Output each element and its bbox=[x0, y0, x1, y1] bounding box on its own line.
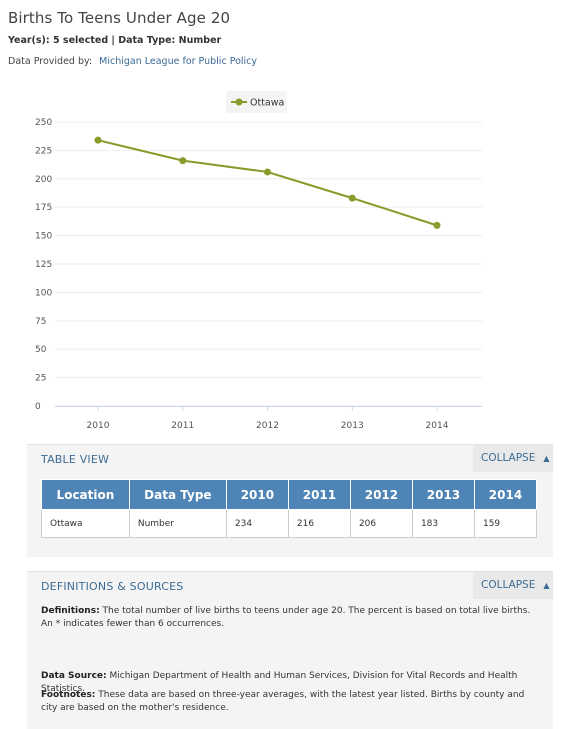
table-cell: 183 bbox=[411, 509, 475, 538]
column-header: Data Type bbox=[128, 479, 227, 510]
y-tick-label: 200 bbox=[35, 175, 52, 185]
column-header: 2013 bbox=[411, 479, 475, 510]
table-view-collapse-button[interactable]: COLLAPSE ▲ bbox=[473, 445, 553, 472]
data-provider: Data Provided by: Michigan League for Pu… bbox=[8, 56, 257, 67]
data-point bbox=[433, 221, 441, 229]
series-line bbox=[97, 139, 438, 227]
y-tick-label: 225 bbox=[35, 146, 52, 156]
data-point bbox=[94, 136, 102, 144]
footnotes-body: These data are based on three-year avera… bbox=[41, 690, 525, 713]
x-tick-label: 2012 bbox=[256, 421, 279, 428]
table-cell: 159 bbox=[473, 509, 538, 538]
x-tick-label: 2014 bbox=[426, 421, 449, 428]
definitions-text: Definitions: The total number of live bi… bbox=[41, 605, 539, 631]
provider-link[interactable]: Michigan League for Public Policy bbox=[99, 56, 258, 67]
definitions-panel: DEFINITIONS & SOURCES COLLAPSE ▲ Definiti… bbox=[27, 571, 553, 729]
legend-box bbox=[226, 91, 287, 113]
table-view-panel: TABLE VIEW COLLAPSE ▲ Location Data Type 20… bbox=[27, 444, 553, 557]
y-tick-label: 50 bbox=[35, 345, 47, 355]
y-tick-label: 100 bbox=[35, 288, 52, 298]
column-header: 2014 bbox=[473, 479, 538, 510]
y-tick-label: 75 bbox=[35, 317, 46, 327]
definitions-title: DEFINITIONS & SOURCES bbox=[41, 580, 184, 593]
table-body: Ottawa Number 234 216 206 183 159 bbox=[41, 509, 538, 538]
data-source-body: Michigan Department of Health and Human … bbox=[41, 671, 518, 694]
selection-summary: Year(s): 5 selected | Data Type: Number bbox=[8, 35, 222, 46]
table-view-header: TABLE VIEW COLLAPSE ▲ bbox=[27, 445, 553, 472]
collapse-label: COLLAPSE bbox=[481, 452, 536, 464]
y-tick-label: 25 bbox=[35, 374, 46, 384]
table-cell: 206 bbox=[349, 509, 413, 538]
column-header: Location bbox=[41, 479, 130, 510]
definitions-body: The total number of live births to teens… bbox=[41, 606, 531, 629]
data-point bbox=[348, 194, 356, 202]
data-source-text: Data Source: Michigan Department of Heal… bbox=[41, 670, 539, 696]
table-header-row: Location Data Type 2010 2011 2012 2013 2014 bbox=[41, 479, 538, 510]
data-table: Location Data Type 2010 2011 2012 2013 2014 Ot… bbox=[41, 479, 538, 538]
provider-label: Data Provided by: bbox=[8, 56, 93, 67]
y-tick-label: 250 bbox=[35, 118, 52, 128]
chevron-up-icon: ▲ bbox=[543, 581, 550, 590]
line-chart: 0 25 50 75 100 125 150 175 200 225 250 2010 2011 2012… bbox=[35, 91, 482, 428]
legend-label: Ottawa bbox=[250, 98, 284, 109]
x-tick-label: 2013 bbox=[341, 421, 364, 428]
page-title: Births To Teens Under Age 20 bbox=[8, 9, 231, 27]
definitions-label: Definitions: bbox=[41, 606, 100, 616]
table-cell: 216 bbox=[287, 509, 351, 538]
column-header: 2011 bbox=[287, 479, 351, 510]
table-cell: 234 bbox=[225, 509, 289, 538]
collapse-label: COLLAPSE bbox=[481, 579, 536, 591]
legend-marker bbox=[235, 98, 243, 106]
data-point bbox=[264, 168, 271, 176]
footnotes-label: Footnotes: bbox=[41, 690, 96, 700]
data-source-label: Data Source: bbox=[41, 671, 107, 681]
table-cell: Ottawa bbox=[41, 509, 130, 538]
definitions-header: DEFINITIONS & SOURCES COLLAPSE ▲ bbox=[27, 572, 553, 599]
footnotes-text: Footnotes: These data are based on three… bbox=[41, 689, 539, 715]
column-header: 2010 bbox=[225, 479, 289, 510]
table-cell: Number bbox=[128, 509, 227, 538]
table-view-title: TABLE VIEW bbox=[41, 453, 110, 466]
x-tick-label: 2011 bbox=[171, 421, 194, 428]
y-tick-label: 125 bbox=[35, 260, 52, 270]
definitions-collapse-button[interactable]: COLLAPSE ▲ bbox=[473, 572, 553, 599]
chevron-up-icon: ▲ bbox=[543, 454, 550, 463]
y-tick-label: 0 bbox=[35, 402, 41, 412]
data-point bbox=[179, 157, 187, 165]
column-header: 2012 bbox=[349, 479, 413, 510]
y-tick-label: 150 bbox=[35, 232, 52, 242]
y-tick-label: 175 bbox=[35, 203, 52, 213]
table-row: Ottawa Number 234 216 206 183 159 bbox=[41, 509, 538, 538]
x-tick-label: 2010 bbox=[87, 421, 110, 428]
